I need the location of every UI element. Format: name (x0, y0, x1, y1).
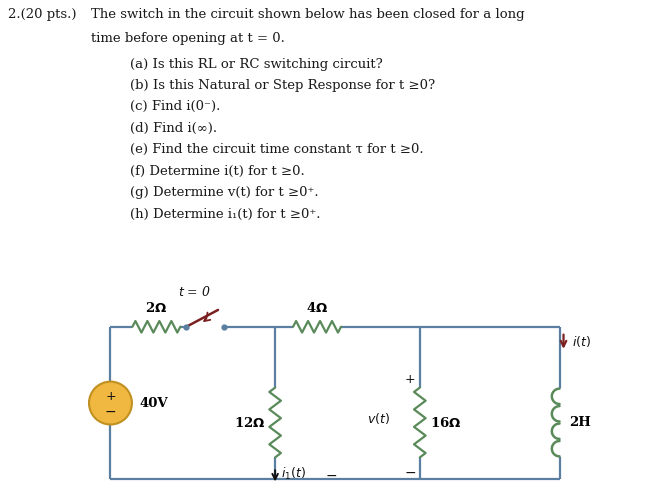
Text: $t$ = 0: $t$ = 0 (178, 285, 210, 299)
Text: 2H: 2H (570, 416, 591, 429)
Text: 40V: 40V (140, 396, 168, 409)
Text: $i_1(t)$: $i_1(t)$ (281, 466, 306, 483)
Text: $+$: $+$ (105, 390, 116, 402)
Text: (a) Is this RL or RC switching circuit?: (a) Is this RL or RC switching circuit? (130, 57, 383, 70)
Text: The switch in the circuit shown below has been closed for a long: The switch in the circuit shown below ha… (90, 8, 524, 21)
Text: (h) Determine i₁(t) for t ≥0⁺.: (h) Determine i₁(t) for t ≥0⁺. (130, 207, 321, 221)
Circle shape (89, 382, 132, 425)
Text: $i(t)$: $i(t)$ (572, 334, 591, 349)
Text: (b) Is this Natural or Step Response for t ≥0?: (b) Is this Natural or Step Response for… (130, 79, 436, 92)
Text: $v(t)$: $v(t)$ (367, 411, 390, 426)
Text: $-$: $-$ (403, 464, 416, 478)
Text: $-$: $-$ (104, 404, 116, 418)
Text: 16$\mathbf{\Omega}$: 16$\mathbf{\Omega}$ (430, 415, 461, 430)
Text: (e) Find the circuit time constant τ for t ≥0.: (e) Find the circuit time constant τ for… (130, 143, 424, 156)
Text: (d) Find i(∞).: (d) Find i(∞). (130, 122, 218, 135)
Text: $+$: $+$ (404, 373, 415, 386)
Text: 4$\mathbf{\Omega}$: 4$\mathbf{\Omega}$ (306, 301, 328, 315)
Text: 2$\mathbf{\Omega}$: 2$\mathbf{\Omega}$ (146, 301, 168, 315)
Text: $-$: $-$ (325, 467, 337, 481)
Text: time before opening at t = 0.: time before opening at t = 0. (90, 32, 285, 45)
Text: (g) Determine v(t) for t ≥0⁺.: (g) Determine v(t) for t ≥0⁺. (130, 186, 319, 199)
Text: (c) Find i(0⁻).: (c) Find i(0⁻). (130, 100, 221, 113)
Text: 12$\mathbf{\Omega}$: 12$\mathbf{\Omega}$ (234, 415, 265, 430)
Text: 2.(20 pts.): 2.(20 pts.) (7, 8, 76, 21)
Text: (f) Determine i(t) for t ≥0.: (f) Determine i(t) for t ≥0. (130, 165, 305, 178)
